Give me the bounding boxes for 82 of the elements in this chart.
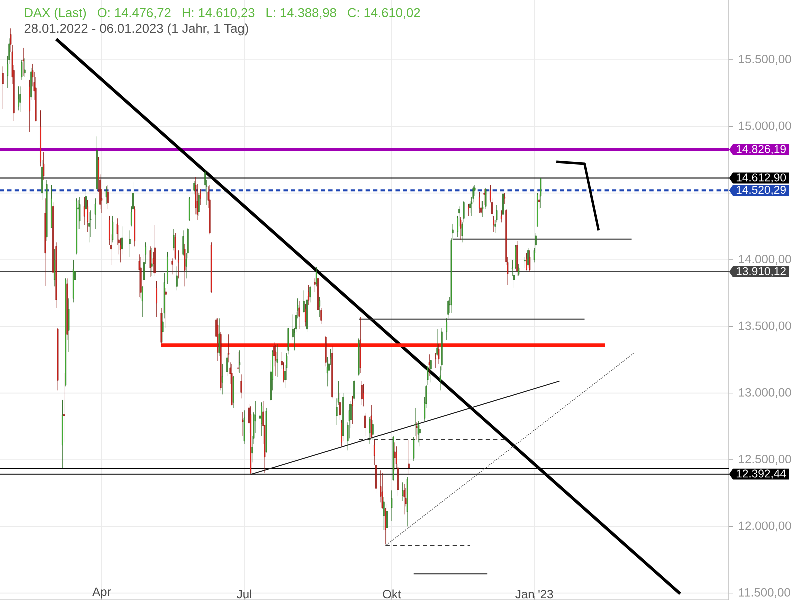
candlestick bbox=[173, 229, 175, 251]
candlestick bbox=[369, 417, 371, 444]
candlestick bbox=[134, 206, 136, 247]
text: 28.01.2022 - 06.01.2023 (1 Jahr, 1 Tag) bbox=[24, 24, 248, 36]
candlestick bbox=[342, 393, 344, 442]
y-tick-label: 12.000,00 bbox=[739, 522, 792, 532]
candlestick bbox=[46, 180, 48, 242]
candlestick bbox=[20, 86, 22, 112]
candlestick bbox=[240, 374, 242, 399]
candlestick bbox=[529, 250, 531, 272]
candlestick bbox=[298, 301, 300, 330]
candlestick bbox=[325, 336, 327, 367]
candlestick bbox=[391, 490, 393, 522]
x-tick-label: Jul bbox=[237, 590, 252, 599]
y-tick-label: 15.000,00 bbox=[739, 122, 792, 132]
candlestick bbox=[361, 381, 363, 406]
candlestick bbox=[62, 400, 64, 468]
candlestick bbox=[500, 210, 502, 223]
candlestick bbox=[438, 344, 440, 364]
candlestick bbox=[96, 136, 98, 190]
candlestick bbox=[370, 405, 372, 439]
y-tick-label: 15.500,00 bbox=[739, 55, 792, 65]
candlestick bbox=[408, 440, 410, 475]
candlestick bbox=[485, 188, 487, 210]
candlestick bbox=[504, 193, 506, 204]
annotation: L: 14.388,98 bbox=[266, 8, 336, 19]
candlestick bbox=[484, 189, 486, 206]
ref-line-label: 14.520,29 bbox=[736, 186, 786, 196]
candlestick bbox=[239, 350, 241, 374]
candlestick bbox=[94, 198, 96, 230]
candlestick bbox=[44, 198, 46, 286]
candlestick bbox=[231, 364, 233, 406]
y-tick-label: 11.500,00 bbox=[739, 588, 790, 598]
candlestick bbox=[106, 186, 108, 204]
candlestick bbox=[382, 473, 384, 510]
ref-line-label: 13.910,12 bbox=[736, 267, 786, 277]
candlestick bbox=[160, 308, 162, 346]
candlestick bbox=[332, 346, 334, 399]
candlestick bbox=[72, 260, 74, 303]
candlestick bbox=[2, 66, 4, 110]
candlestick bbox=[462, 222, 464, 243]
candlestick bbox=[138, 254, 140, 298]
x-tick-label: Apr bbox=[92, 588, 112, 599]
candlestick bbox=[266, 408, 268, 454]
ref-line-label: 12.392,44 bbox=[736, 470, 786, 480]
candlestick bbox=[320, 308, 322, 324]
candlestick bbox=[354, 380, 356, 402]
candlestick bbox=[428, 354, 430, 376]
ref-line-label: 14.826,19 bbox=[736, 145, 786, 155]
annotation: H: 14.610,23 bbox=[182, 8, 255, 19]
candlestick bbox=[276, 344, 278, 378]
x-tick-label: Jan '23 bbox=[516, 590, 554, 599]
candlestick bbox=[21, 60, 23, 80]
candlestick bbox=[43, 152, 45, 180]
y-tick-label: 12.500,00 bbox=[739, 455, 792, 465]
candlestick bbox=[129, 230, 131, 258]
candlestick bbox=[57, 328, 59, 391]
candlestick bbox=[242, 412, 244, 436]
candlestick bbox=[364, 413, 366, 436]
annotation: C: 14.610,02 bbox=[348, 8, 420, 19]
candlestick bbox=[184, 244, 186, 287]
candlestick bbox=[210, 242, 212, 294]
candlestick bbox=[150, 246, 152, 278]
candlestick bbox=[413, 437, 415, 462]
candlestick bbox=[22, 48, 24, 76]
candlestick bbox=[218, 318, 220, 356]
ref-line-label: 14.612,90 bbox=[736, 174, 786, 184]
candlestick bbox=[358, 338, 360, 376]
candlestick bbox=[404, 484, 406, 515]
text: DAX (Last) bbox=[25, 8, 86, 20]
y-tick-label: 13.000,00 bbox=[739, 388, 792, 398]
candlestick bbox=[176, 266, 178, 291]
x-tick-label: Okt bbox=[383, 590, 402, 599]
y-tick-label: 13.500,00 bbox=[739, 322, 792, 332]
candlestick bbox=[188, 197, 190, 222]
candlestick bbox=[463, 201, 465, 223]
y-tick-label: 14.000,00 bbox=[739, 255, 792, 265]
candlestick bbox=[310, 286, 312, 303]
candlestick bbox=[392, 436, 394, 482]
candlestick bbox=[416, 422, 418, 440]
candlestick bbox=[112, 216, 114, 243]
annotation: O: 14.476,72 bbox=[98, 8, 171, 19]
